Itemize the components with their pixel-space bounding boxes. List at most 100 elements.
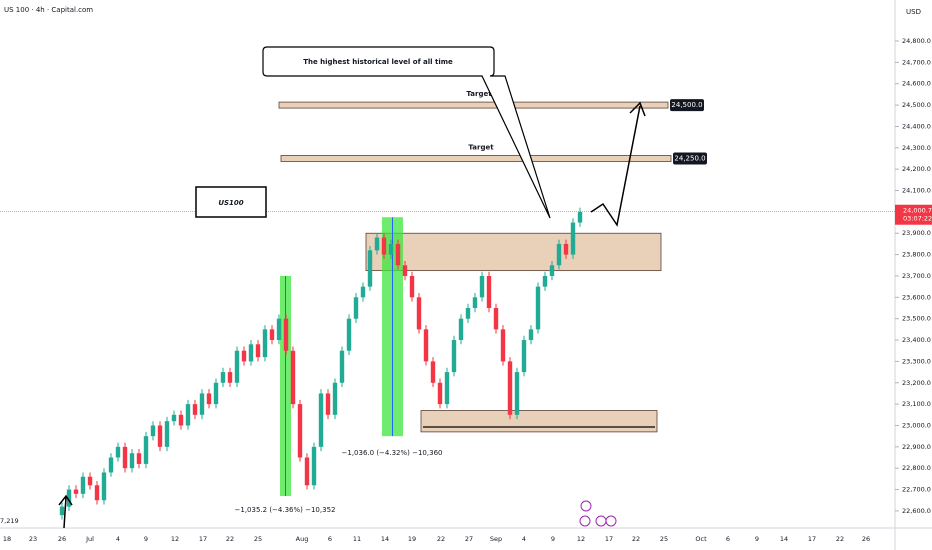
y-tick-label: 22,700.0 xyxy=(902,486,931,494)
x-tick-label: 26 xyxy=(58,535,66,543)
candle-body xyxy=(157,425,163,447)
candle-body xyxy=(416,297,422,330)
y-tick-label: 23,900.0 xyxy=(902,229,931,237)
candle-body xyxy=(465,308,471,319)
x-tick-label: 17 xyxy=(199,535,207,543)
price-tag: 24,250.0 xyxy=(674,154,705,162)
x-tick-label: 9 xyxy=(144,535,148,543)
candle-body xyxy=(346,318,352,351)
candle-body xyxy=(178,414,184,426)
candle-body xyxy=(80,476,86,494)
x-tick-label: 26 xyxy=(862,535,870,543)
x-tick-label: 9 xyxy=(551,535,555,543)
candle-body xyxy=(381,237,387,255)
candle-body xyxy=(556,243,562,266)
event-icon xyxy=(595,515,607,527)
candle-body xyxy=(143,436,149,464)
candle-body xyxy=(227,372,233,383)
x-tick-label: 9 xyxy=(755,535,759,543)
y-tick-label: 24,600.0 xyxy=(902,80,931,88)
currency: USD xyxy=(906,8,921,16)
candle-body xyxy=(402,265,408,276)
candle-body xyxy=(437,382,443,405)
x-tick-label: 22 xyxy=(437,535,445,543)
x-tick-label: 25 xyxy=(254,535,262,543)
x-tick-label: 23 xyxy=(29,535,37,543)
candle-body xyxy=(318,393,324,447)
y-tick-label: 23,300.0 xyxy=(902,357,931,365)
candle-body xyxy=(94,485,100,501)
candle-body xyxy=(514,372,520,415)
y-tick-label: 23,200.0 xyxy=(902,379,931,387)
candle-body xyxy=(479,275,485,298)
candle-body xyxy=(297,404,303,458)
event-icon xyxy=(580,500,592,512)
candle-body xyxy=(332,382,338,415)
candle-body xyxy=(171,414,177,422)
candle-body xyxy=(241,350,247,362)
symbol-header: US 100 · 4h · Capital.com xyxy=(4,6,93,14)
candle-body xyxy=(276,318,282,341)
candle-body xyxy=(570,222,576,255)
candle-body xyxy=(73,489,79,494)
x-tick-label: 19 xyxy=(408,535,416,543)
y-tick-label: 24,500.0 xyxy=(902,101,931,109)
candle-body xyxy=(66,489,72,507)
y-tick-label: 24,700.0 xyxy=(902,58,931,66)
candle-body xyxy=(360,286,366,298)
candle-body xyxy=(101,472,107,501)
candle-body xyxy=(423,329,429,362)
x-tick-label: 17 xyxy=(808,535,816,543)
candle-body xyxy=(87,476,93,486)
x-tick-label: 14 xyxy=(780,535,788,543)
candle-body xyxy=(507,361,513,415)
candle-body xyxy=(430,361,436,383)
candle-body xyxy=(521,340,527,373)
candle-body xyxy=(486,275,492,308)
candle-body xyxy=(255,344,261,358)
target-band xyxy=(278,101,669,109)
candle-body xyxy=(577,211,583,223)
candle-body xyxy=(325,393,331,415)
candle-body xyxy=(283,318,289,351)
candle-body xyxy=(535,286,541,330)
x-tick-label: 6 xyxy=(726,535,730,543)
x-tick-label: 22 xyxy=(226,535,234,543)
x-tick-label: 4 xyxy=(522,535,526,543)
candle-body xyxy=(269,329,275,341)
x-tick-label: Jul xyxy=(85,535,94,543)
y-tick-label: 23,000.0 xyxy=(902,421,931,429)
start-arrow xyxy=(58,494,73,529)
current-price: 24,000.7 xyxy=(903,207,932,215)
candle-body xyxy=(458,318,464,341)
candle-body xyxy=(451,340,457,373)
y-tick-label: 24,200.0 xyxy=(902,165,931,173)
y-tick-label: 23,100.0 xyxy=(902,400,931,408)
y-tick-label: 22,600.0 xyxy=(902,507,931,515)
event-icon xyxy=(605,515,617,527)
x-tick-label: 14 xyxy=(381,535,389,543)
candle-body xyxy=(304,457,310,486)
measure-label: −1,035.2 (−4.36%) −10,352 xyxy=(235,506,336,514)
x-tick-label: Oct xyxy=(695,535,707,543)
x-tick-label: Aug xyxy=(296,535,309,543)
candle-body xyxy=(367,250,373,287)
y-tick-label: 24,300.0 xyxy=(902,144,931,152)
candle-body xyxy=(136,453,142,464)
projection-head xyxy=(629,101,646,117)
candle-body xyxy=(248,344,254,362)
candle-body xyxy=(388,243,394,255)
countdown: 03:07:22 xyxy=(903,215,932,223)
y-tick-label: 23,500.0 xyxy=(902,315,931,323)
candle-body xyxy=(206,393,212,405)
candle-body xyxy=(339,350,345,383)
x-tick-label: 22 xyxy=(632,535,640,543)
candle-body xyxy=(220,372,226,383)
candle-body xyxy=(472,297,478,308)
y-tick-label: 22,900.0 xyxy=(902,443,931,451)
candle-body xyxy=(409,275,415,298)
candle-body xyxy=(122,446,128,469)
price-tag-bg xyxy=(670,99,704,112)
